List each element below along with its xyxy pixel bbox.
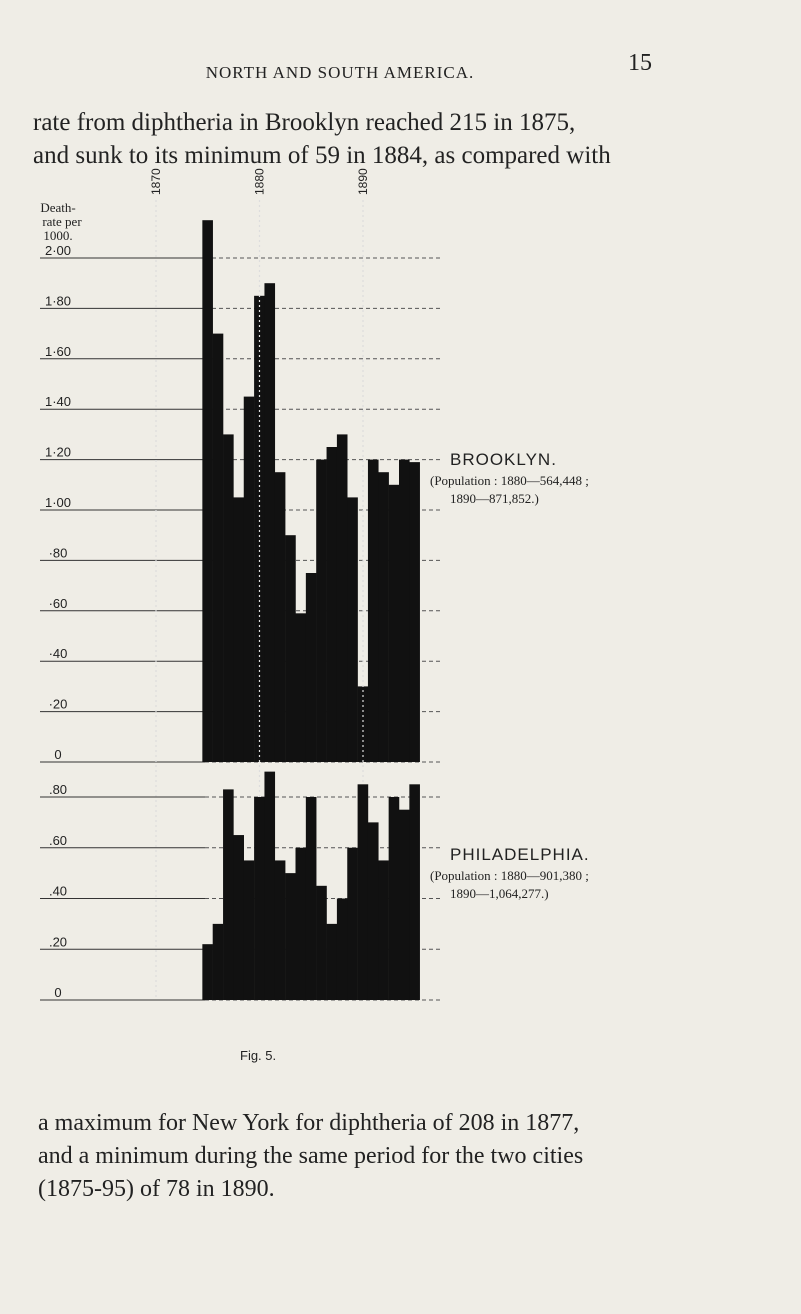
chart-subtitle: (Population : 1880—564,448 ; [430,473,589,488]
bar [264,771,276,1000]
bar [357,686,369,762]
y-tick-label: .80 [49,782,67,797]
text-line: (1875-95) of 78 in 1890. [38,1176,275,1202]
bar [367,459,379,762]
bar [212,923,224,1000]
y-axis-label: 1000. [43,228,72,243]
bar [274,472,286,762]
y-tick-label: ·80 [49,545,68,560]
y-tick-label: ·60 [49,596,68,611]
bar [285,873,296,1000]
y-tick-label: .60 [49,833,67,848]
figure-caption: Fig. 5. [240,1048,276,1063]
y-axis-label: Death- [40,200,75,215]
text-line: and a minimum during the same period for… [38,1143,583,1169]
bar [243,860,255,1000]
y-tick-label: 1·60 [45,344,71,359]
chart-subtitle: 1890—1,064,277.) [450,886,549,901]
y-tick-label: 0 [54,985,61,1000]
y-tick-label: .20 [49,934,67,949]
bar [202,220,213,762]
bar [336,434,348,762]
y-axis-label: rate per [42,214,82,229]
bar [378,472,389,762]
bar [305,573,317,762]
text-line: rate from diphtheria in Brooklyn reached… [33,109,575,136]
y-tick-label: 2·00 [45,243,71,258]
bar [264,283,276,762]
bar [274,860,286,1000]
bar [295,613,307,762]
bar [316,459,327,762]
bar [202,944,213,1000]
bar [388,797,400,1000]
bar [233,497,244,762]
y-tick-label: 1·00 [45,495,71,510]
chart-title: BROOKLYN. [450,450,557,469]
y-tick-label: ·20 [49,697,68,712]
bar [316,885,327,1000]
x-tick-label: 1890 [356,168,370,195]
bar [233,835,244,1000]
y-tick-label: 1·40 [45,394,71,409]
bar [388,484,400,762]
x-tick-label: 1880 [253,168,267,195]
bar [399,809,410,1000]
bar [223,789,234,1000]
bar [326,447,338,762]
y-tick-label: .40 [49,884,67,899]
y-tick-label: ·40 [49,646,68,661]
bar [212,333,224,762]
bar [347,497,358,762]
bar [409,462,420,762]
bar [399,459,410,762]
bar [347,847,358,1000]
bar [254,295,265,762]
y-tick-label: 0 [54,747,61,762]
page-number: 15 [628,50,652,76]
bar [378,860,389,1000]
bar [285,535,296,762]
bar [326,923,338,1000]
bar [254,797,265,1000]
bar [367,822,379,1000]
chart-subtitle: (Population : 1880—901,380 ; [430,868,589,883]
y-tick-label: 1·80 [45,293,71,308]
bar [243,396,255,762]
bar [295,847,307,1000]
bar [223,434,234,762]
bar [357,784,369,1000]
bar [409,784,420,1000]
figure: 0 ·20 ·40 ·60 ·80 1·00 1·20 1·40 1·60 1·80 2·00 BRO… [40,168,590,1001]
bar [305,797,317,1000]
text-line: and sunk to its minimum of 59 in 1884, a… [33,142,611,169]
running-head: NORTH AND SOUTH AMERICA. [206,63,475,82]
chart-title: PHILADELPHIA. [450,845,590,864]
y-tick-label: 1·20 [45,445,71,460]
chart-subtitle: 1890—871,852.) [450,491,539,506]
text-line: a maximum for New York for diphtheria of… [38,1110,579,1136]
x-tick-label: 1870 [149,168,163,195]
bar [336,898,348,1000]
